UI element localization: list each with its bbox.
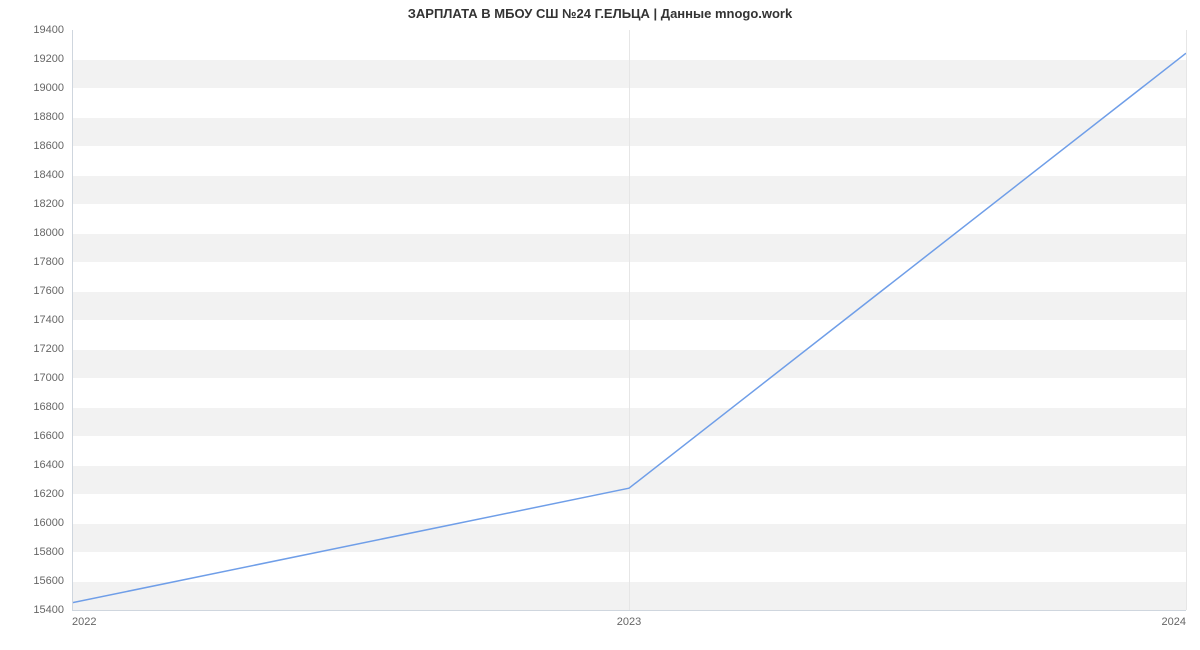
x-tick: 2024 bbox=[1162, 616, 1186, 628]
x-tick: 2022 bbox=[72, 616, 96, 628]
y-tick: 17600 bbox=[0, 285, 64, 297]
y-tick: 15600 bbox=[0, 575, 64, 587]
y-tick: 18400 bbox=[0, 169, 64, 181]
line-series bbox=[72, 30, 1186, 610]
y-tick: 17000 bbox=[0, 372, 64, 384]
salary-line bbox=[72, 53, 1186, 603]
y-tick: 17800 bbox=[0, 256, 64, 268]
plot-area bbox=[72, 30, 1186, 610]
y-tick: 18200 bbox=[0, 198, 64, 210]
y-tick: 18600 bbox=[0, 140, 64, 152]
y-tick: 17200 bbox=[0, 343, 64, 355]
chart-title: ЗАРПЛАТА В МБОУ СШ №24 Г.ЕЛЬЦА | Данные … bbox=[0, 6, 1200, 21]
y-tick: 16000 bbox=[0, 517, 64, 529]
y-tick: 18800 bbox=[0, 111, 64, 123]
y-tick: 15400 bbox=[0, 604, 64, 616]
y-tick: 19000 bbox=[0, 82, 64, 94]
chart-container: ЗАРПЛАТА В МБОУ СШ №24 Г.ЕЛЬЦА | Данные … bbox=[0, 0, 1200, 650]
y-tick: 16200 bbox=[0, 488, 64, 500]
y-axis-line bbox=[72, 30, 73, 610]
y-tick: 16400 bbox=[0, 459, 64, 471]
y-tick: 16600 bbox=[0, 430, 64, 442]
y-tick: 18000 bbox=[0, 227, 64, 239]
y-tick: 19400 bbox=[0, 24, 64, 36]
y-tick: 17400 bbox=[0, 314, 64, 326]
y-tick: 15800 bbox=[0, 546, 64, 558]
y-tick: 16800 bbox=[0, 401, 64, 413]
x-tick: 2023 bbox=[617, 616, 641, 628]
x-axis-line bbox=[72, 610, 1186, 611]
y-tick: 19200 bbox=[0, 53, 64, 65]
